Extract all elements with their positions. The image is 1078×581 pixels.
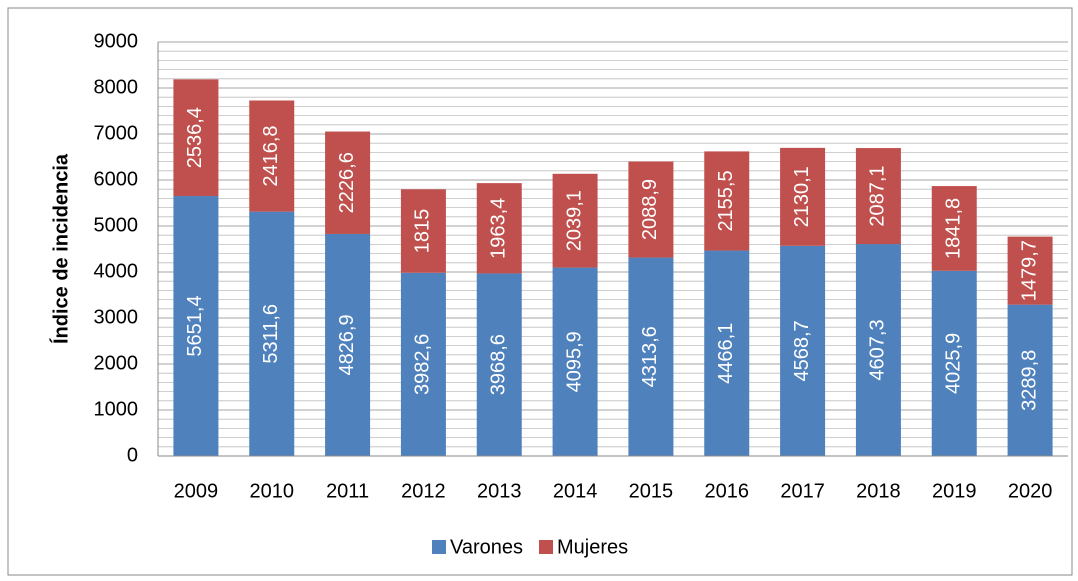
chart-border — [7, 7, 1073, 576]
y-tick-label: 5000 — [94, 214, 139, 236]
x-tick-label: 2018 — [856, 480, 901, 502]
data-label: 3968,6 — [488, 334, 510, 395]
y-tick-label: 1000 — [94, 398, 139, 420]
x-tick-label: 2017 — [780, 480, 825, 502]
data-label: 2130,1 — [791, 166, 813, 227]
x-tick-label: 2014 — [553, 480, 598, 502]
data-label: 1479,7 — [1018, 240, 1040, 301]
data-label: 2088,9 — [639, 179, 661, 240]
x-tick-label: 2009 — [174, 480, 219, 502]
bar-segment — [552, 267, 598, 456]
x-tick-label: 2015 — [629, 480, 674, 502]
x-tick-label: 2019 — [932, 480, 977, 502]
y-tick-label: 3000 — [94, 306, 139, 328]
bar-segment — [249, 211, 295, 456]
data-label: 1841,8 — [943, 198, 965, 259]
data-label: 1963,4 — [488, 198, 510, 259]
bar-segment — [704, 151, 750, 251]
x-tick-label: 2011 — [326, 480, 369, 502]
bar-segment — [325, 233, 371, 456]
bar-segment — [552, 173, 598, 268]
data-label: 4466,1 — [715, 323, 737, 384]
data-label: 5651,4 — [184, 295, 206, 356]
y-axis-title: Índice de incidencia — [49, 153, 72, 344]
bar-segment — [400, 189, 446, 273]
legend-swatch — [539, 540, 554, 554]
data-label: 2226,6 — [336, 152, 358, 213]
bar-segment — [325, 131, 371, 234]
legend-label: Mujeres — [557, 536, 628, 558]
bar-segment — [931, 186, 977, 271]
x-tick-label: 2016 — [705, 480, 750, 502]
data-label: 4025,9 — [943, 333, 965, 394]
y-tick-label: 6000 — [94, 168, 139, 190]
bar-segment — [855, 148, 901, 245]
bar-segment — [780, 245, 826, 456]
bar-segment — [173, 79, 219, 197]
y-tick-label: 0 — [127, 444, 138, 466]
y-tick-label: 4000 — [94, 260, 139, 282]
bar-segment — [1007, 236, 1053, 305]
y-tick-label: 8000 — [94, 76, 139, 98]
bar-segment — [628, 161, 674, 258]
y-tick-label: 2000 — [94, 352, 139, 374]
legend-swatch — [432, 540, 446, 554]
y-tick-label: 9000 — [94, 30, 139, 52]
bar-segment — [780, 147, 826, 246]
x-tick-label: 2010 — [250, 480, 295, 502]
data-label: 4826,9 — [336, 314, 358, 375]
data-label: 4095,9 — [563, 331, 585, 392]
bar-segment — [476, 273, 522, 456]
x-tick-label: 2020 — [1008, 480, 1053, 502]
bar-segment — [400, 272, 446, 456]
data-label: 3982,6 — [412, 334, 434, 395]
bar-segment — [249, 100, 295, 212]
x-tick-label: 2012 — [401, 480, 446, 502]
x-tick-label: 2013 — [477, 480, 522, 502]
bar-segment — [931, 270, 977, 456]
bar-segment — [704, 250, 750, 456]
data-label: 4568,7 — [791, 320, 813, 381]
data-label: 3289,8 — [1018, 350, 1040, 411]
data-label: 1815 — [412, 209, 434, 254]
data-label: 2416,8 — [260, 125, 282, 186]
bar-segment — [476, 183, 522, 274]
data-label: 4607,3 — [867, 319, 889, 380]
data-label: 5311,6 — [260, 304, 282, 364]
y-tick-label: 7000 — [94, 122, 139, 144]
data-label: 4313,6 — [639, 326, 661, 387]
bar-segment — [1007, 304, 1053, 456]
data-label: 2536,4 — [184, 107, 206, 168]
data-label: 2087,1 — [867, 165, 889, 226]
bar-segment — [628, 257, 674, 456]
data-label: 2039,1 — [563, 190, 585, 251]
bar-segment — [173, 196, 219, 457]
data-label: 2155,5 — [715, 170, 737, 231]
legend-label: Varones — [450, 536, 523, 558]
bar-segment — [855, 244, 901, 456]
